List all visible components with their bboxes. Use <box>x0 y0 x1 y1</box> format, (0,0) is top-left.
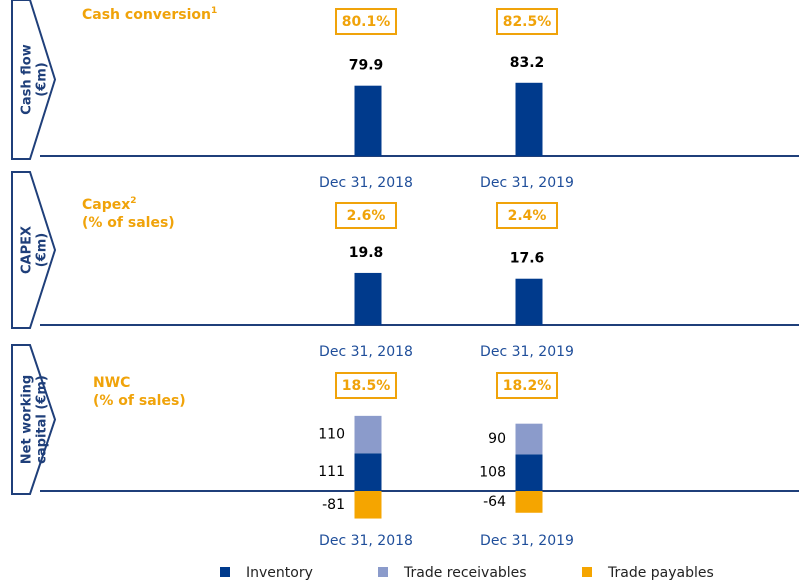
bar-segment <box>354 415 382 454</box>
side-chevron <box>11 0 57 160</box>
bar <box>515 278 543 325</box>
kpi-label: 18.5% <box>342 378 391 394</box>
kpi-label: 2.6% <box>347 208 386 224</box>
bar <box>354 85 382 156</box>
bar-segment <box>354 453 382 491</box>
side-label: (€m) <box>35 62 50 96</box>
side-label: (€m) <box>35 233 50 267</box>
value-label: 111 <box>318 464 345 480</box>
kpi-box <box>335 202 397 229</box>
legend-swatch <box>378 567 388 577</box>
value-label: 83.2 <box>510 55 545 71</box>
x-tick-label: Dec 31, 2019 <box>480 344 574 360</box>
x-tick-label: Dec 31, 2019 <box>480 533 574 549</box>
kpi-title: (% of sales) <box>93 393 186 409</box>
bar-segment <box>515 423 543 455</box>
legend-label: Trade receivables <box>403 565 527 580</box>
kpi-box <box>335 8 397 35</box>
legend-label: Trade payables <box>607 565 714 580</box>
side-label: CAPEX <box>20 226 35 274</box>
side-label: Net working <box>20 375 35 464</box>
bar <box>515 82 543 156</box>
value-label: 108 <box>479 465 506 481</box>
x-tick-label: Dec 31, 2018 <box>319 533 413 549</box>
legend-swatch <box>220 567 230 577</box>
value-label: -81 <box>322 497 345 513</box>
value-label: 110 <box>318 427 345 443</box>
bar-segment <box>354 491 382 519</box>
value-label: 17.6 <box>510 251 545 267</box>
bar <box>354 272 382 325</box>
kpi-box <box>496 8 558 35</box>
value-label: 79.9 <box>349 58 384 74</box>
kpi-note: 1 <box>211 6 217 16</box>
kpi-title: Capex2 <box>82 196 137 214</box>
kpi-box <box>496 372 558 399</box>
kpi-title: Cash conversion1 <box>82 6 217 24</box>
kpi-label: 18.2% <box>503 378 552 394</box>
x-tick-label: Dec 31, 2019 <box>480 175 574 191</box>
kpi-box <box>496 202 558 229</box>
legend-label: Inventory <box>246 565 313 580</box>
kpi-box <box>335 372 397 399</box>
kpi-label: 80.1% <box>342 14 391 30</box>
legend-swatch <box>582 567 592 577</box>
kpi-title: (% of sales) <box>82 215 175 231</box>
side-chevron <box>11 171 57 329</box>
side-label: Cash flow <box>20 44 35 114</box>
kpi-note: 2 <box>130 196 136 206</box>
side-chevron <box>11 344 57 495</box>
bar-segment <box>515 491 543 513</box>
bar-segment <box>515 454 543 491</box>
kpi-label: 82.5% <box>503 14 552 30</box>
kpi-label: 2.4% <box>508 208 547 224</box>
kpi-title: NWC <box>93 375 130 391</box>
x-tick-label: Dec 31, 2018 <box>319 175 413 191</box>
value-label: 19.8 <box>349 245 384 261</box>
x-tick-label: Dec 31, 2018 <box>319 344 413 360</box>
value-label: -64 <box>483 494 506 510</box>
value-label: 90 <box>488 431 506 447</box>
side-label: capital (€m) <box>35 375 50 464</box>
